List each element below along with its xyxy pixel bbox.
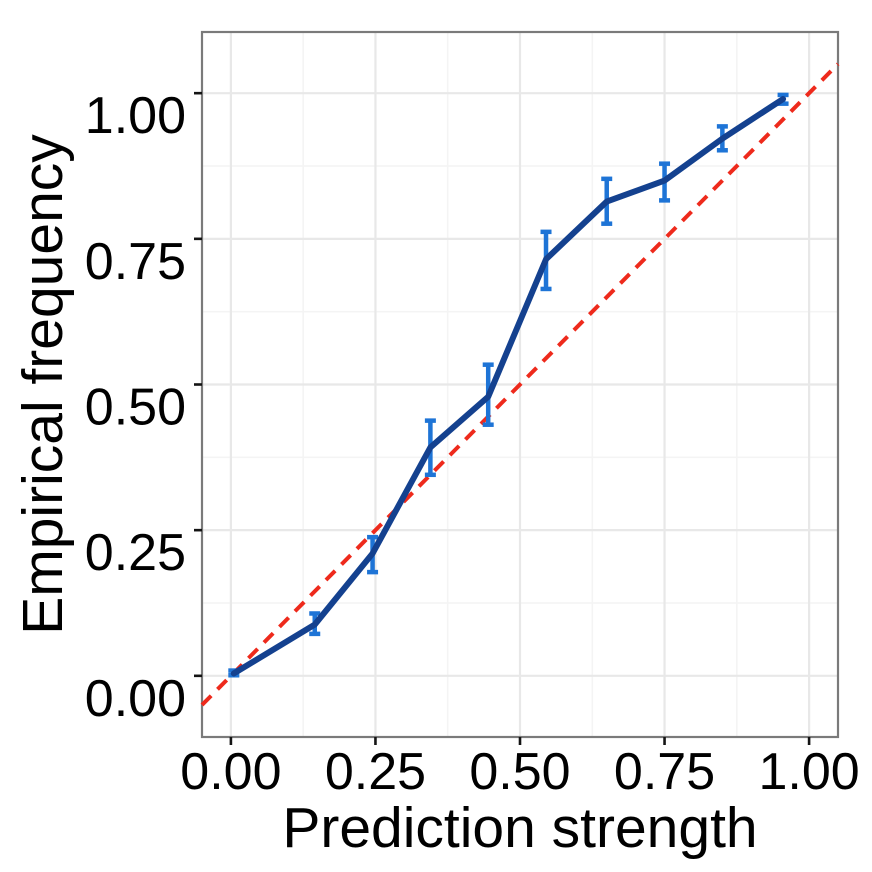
x-tick-label: 0.75: [614, 743, 715, 801]
x-tick-label: 0.00: [180, 743, 281, 801]
y-tick-label: 0.50: [85, 379, 186, 437]
y-axis-title: Empirical frequency: [11, 134, 75, 635]
y-tick-label: 0.00: [85, 670, 186, 728]
x-tick-label: 0.50: [469, 743, 570, 801]
y-tick-label: 1.00: [85, 87, 186, 145]
x-axis-title: Prediction strength: [282, 796, 758, 860]
y-tick-label: 0.25: [85, 524, 186, 582]
y-tick-label: 0.75: [85, 233, 186, 291]
x-tick-label: 1.00: [758, 743, 859, 801]
x-tick-label: 0.25: [325, 743, 426, 801]
calibration-curve: [230, 96, 787, 677]
identity-line: [200, 62, 840, 707]
